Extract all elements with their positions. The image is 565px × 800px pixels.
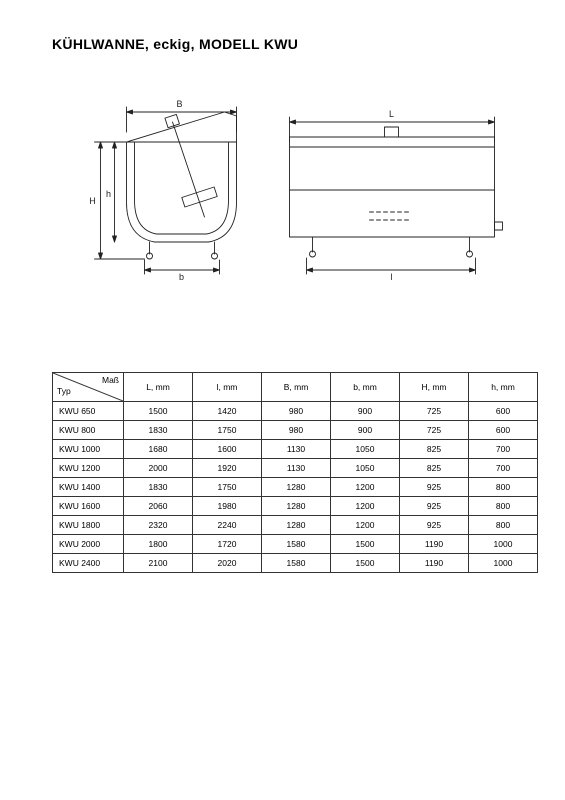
svg-text:L: L: [389, 109, 394, 119]
cell-value: 1420: [193, 402, 262, 421]
cell-value: 1190: [400, 535, 469, 554]
cell-value: 1280: [262, 497, 331, 516]
cell-value: 1500: [124, 402, 193, 421]
cell-value: 2320: [124, 516, 193, 535]
cell-value: 1600: [193, 440, 262, 459]
table-header-typ: Typ: [57, 386, 71, 397]
col-b: b, mm: [331, 373, 400, 402]
cell-typ: KWU 1600: [53, 497, 124, 516]
cell-value: 1580: [262, 554, 331, 573]
cell-value: 925: [400, 516, 469, 535]
svg-text:b: b: [179, 272, 184, 282]
cell-value: 1280: [262, 516, 331, 535]
cell-value: 925: [400, 478, 469, 497]
cell-value: 1580: [262, 535, 331, 554]
col-l: l, mm: [193, 373, 262, 402]
cell-value: 925: [400, 497, 469, 516]
cell-value: 600: [469, 421, 538, 440]
table-row: KWU 2400210020201580150011901000: [53, 554, 538, 573]
cell-value: 1130: [262, 440, 331, 459]
cell-typ: KWU 1200: [53, 459, 124, 478]
cell-value: 1920: [193, 459, 262, 478]
cell-typ: KWU 650: [53, 402, 124, 421]
cell-value: 1050: [331, 459, 400, 478]
cell-typ: KWU 800: [53, 421, 124, 440]
cell-value: 2000: [124, 459, 193, 478]
cell-value: 700: [469, 440, 538, 459]
cell-value: 700: [469, 459, 538, 478]
technical-drawing: B: [52, 82, 517, 282]
cell-value: 980: [262, 421, 331, 440]
svg-text:H: H: [89, 196, 96, 206]
cell-value: 2020: [193, 554, 262, 573]
table-row: KWU 14001830175012801200925800: [53, 478, 538, 497]
cell-value: 1830: [124, 421, 193, 440]
col-H: H, mm: [400, 373, 469, 402]
page-title: KÜHLWANNE, eckig, MODELL KWU: [52, 36, 517, 52]
col-h: h, mm: [469, 373, 538, 402]
cell-value: 1830: [124, 478, 193, 497]
cell-value: 1720: [193, 535, 262, 554]
table-row: KWU 2000180017201580150011901000: [53, 535, 538, 554]
table-body: KWU 65015001420980900725600KWU 800183017…: [53, 402, 538, 573]
cell-value: 725: [400, 421, 469, 440]
cell-value: 800: [469, 478, 538, 497]
cell-value: 1500: [331, 535, 400, 554]
cell-value: 900: [331, 402, 400, 421]
cell-value: 900: [331, 421, 400, 440]
table-header-mass: Maß: [102, 375, 119, 386]
cell-value: 600: [469, 402, 538, 421]
cell-value: 1130: [262, 459, 331, 478]
cell-value: 1680: [124, 440, 193, 459]
cell-value: 1800: [124, 535, 193, 554]
svg-text:B: B: [176, 99, 182, 109]
cell-value: 825: [400, 459, 469, 478]
cell-value: 1050: [331, 440, 400, 459]
cell-value: 2060: [124, 497, 193, 516]
table-row: KWU 16002060198012801200925800: [53, 497, 538, 516]
cell-value: 1000: [469, 554, 538, 573]
cell-value: 1200: [331, 478, 400, 497]
table-row: KWU 18002320224012801200925800: [53, 516, 538, 535]
cell-value: 800: [469, 516, 538, 535]
cell-value: 825: [400, 440, 469, 459]
cell-value: 1500: [331, 554, 400, 573]
cell-value: 2100: [124, 554, 193, 573]
cell-typ: KWU 2400: [53, 554, 124, 573]
cell-typ: KWU 1000: [53, 440, 124, 459]
cell-value: 980: [262, 402, 331, 421]
table-row: KWU 80018301750980900725600: [53, 421, 538, 440]
cell-value: 1000: [469, 535, 538, 554]
svg-text:h: h: [106, 189, 111, 199]
cell-value: 1200: [331, 516, 400, 535]
cell-typ: KWU 1800: [53, 516, 124, 535]
cell-value: 1750: [193, 478, 262, 497]
table-row: KWU 12002000192011301050825700: [53, 459, 538, 478]
cell-value: 2240: [193, 516, 262, 535]
cell-value: 725: [400, 402, 469, 421]
col-L: L, mm: [124, 373, 193, 402]
table-row: KWU 65015001420980900725600: [53, 402, 538, 421]
cell-value: 1280: [262, 478, 331, 497]
cell-typ: KWU 1400: [53, 478, 124, 497]
cell-typ: KWU 2000: [53, 535, 124, 554]
cell-value: 800: [469, 497, 538, 516]
dimensions-table: Maß Typ L, mm l, mm B, mm b, mm H, mm h,…: [52, 372, 538, 573]
svg-text:l: l: [391, 272, 393, 282]
cell-value: 1750: [193, 421, 262, 440]
cell-value: 1200: [331, 497, 400, 516]
cell-value: 1190: [400, 554, 469, 573]
col-B: B, mm: [262, 373, 331, 402]
table-header-diag: Maß Typ: [53, 373, 124, 402]
table-row: KWU 10001680160011301050825700: [53, 440, 538, 459]
cell-value: 1980: [193, 497, 262, 516]
